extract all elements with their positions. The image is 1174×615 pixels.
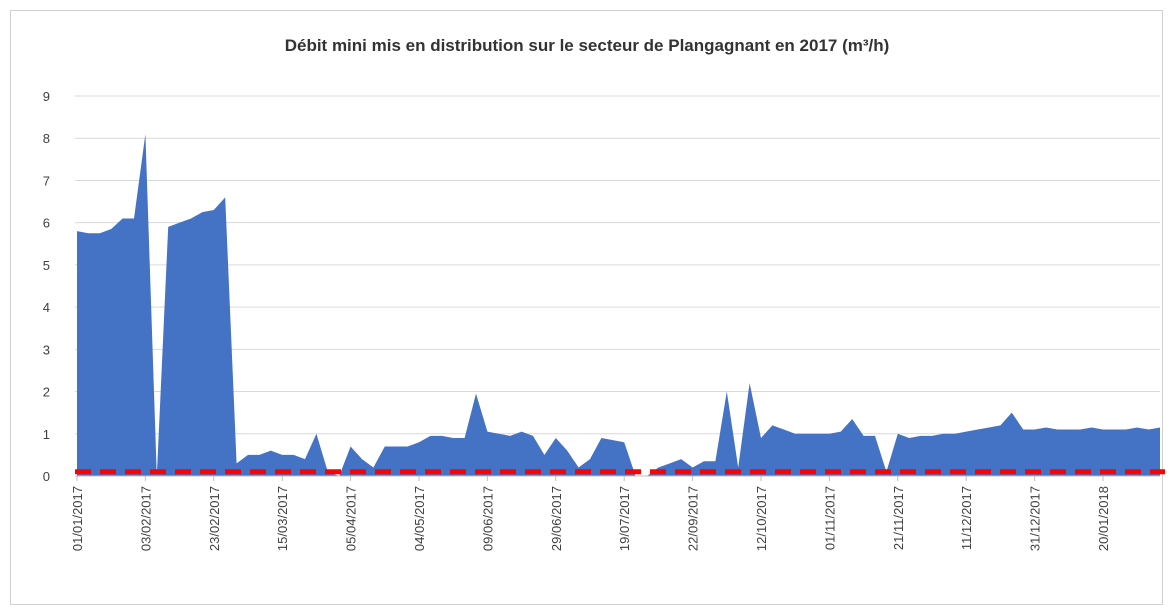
x-tick-label: 04/05/2017	[412, 486, 427, 551]
x-tick-label: 01/11/2017	[822, 486, 837, 550]
x-tick-label: 05/04/2017	[344, 486, 359, 551]
x-tick-label: 21/11/2017	[891, 486, 906, 550]
y-tick-label: 6	[43, 216, 50, 231]
x-tick-label: 31/12/2017	[1028, 486, 1043, 551]
y-tick-label: 1	[43, 427, 50, 442]
chart-title: Débit mini mis en distribution sur le se…	[285, 36, 890, 55]
y-tick-label: 3	[43, 342, 50, 357]
x-tick-label: 20/01/2018	[1096, 486, 1111, 551]
y-tick-label: 8	[43, 131, 50, 146]
y-tick-label: 9	[43, 89, 50, 104]
y-tick-label: 0	[43, 469, 50, 484]
x-tick-label: 03/02/2017	[138, 486, 153, 551]
x-tick-label: 19/07/2017	[617, 486, 632, 551]
x-tick-label: 23/02/2017	[207, 486, 222, 551]
y-tick-label: 2	[43, 385, 50, 400]
x-tick-label: 11/12/2017	[959, 486, 974, 550]
x-tick-label: 22/09/2017	[686, 486, 701, 551]
area	[77, 134, 1160, 476]
y-tick-label: 5	[43, 258, 50, 273]
x-tick-label: 12/10/2017	[754, 486, 769, 551]
x-tick-label: 09/06/2017	[480, 486, 495, 551]
x-tick-label: 15/03/2017	[275, 486, 290, 551]
x-tick-label: 01/01/2017	[70, 486, 85, 551]
y-tick-label: 7	[43, 173, 50, 188]
y-tick-label: 4	[43, 300, 50, 315]
x-tick-label: 29/06/2017	[549, 486, 564, 551]
